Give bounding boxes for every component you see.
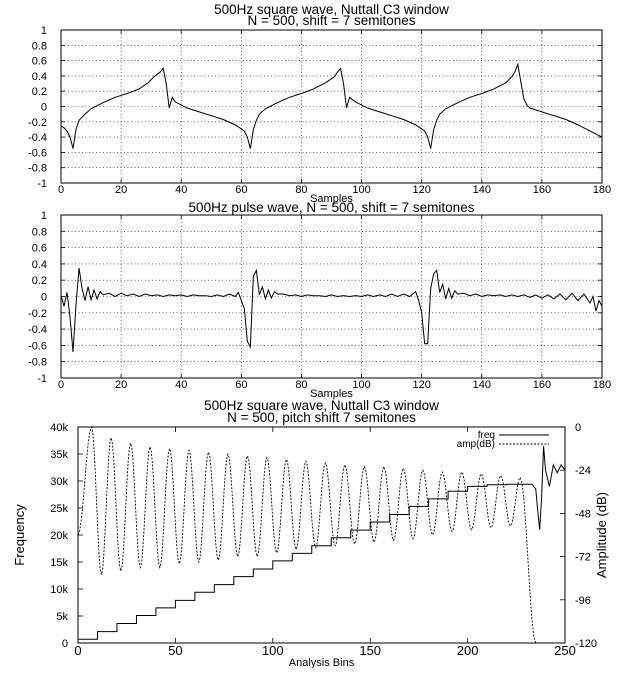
y-tick-label: -0.6 xyxy=(28,340,47,352)
chart-title: 500Hz square wave, Nuttall C3 window xyxy=(214,2,449,17)
y-tick-label: -1 xyxy=(37,373,47,385)
x-tick-label: 40 xyxy=(175,184,187,196)
y2-tick-label: -120 xyxy=(575,638,597,650)
y-tick-label: 35k xyxy=(50,449,68,461)
y-tick-label: 15k xyxy=(50,557,68,569)
x-tick-label: 0 xyxy=(74,643,81,658)
x-tick-label: 40 xyxy=(175,379,187,391)
x-axis-label: Samples xyxy=(310,388,353,400)
x-tick-label: 100 xyxy=(262,643,284,658)
y-tick-label: -0.2 xyxy=(28,308,47,320)
x-tick-label: 160 xyxy=(533,184,551,196)
y-tick-label: 1 xyxy=(41,25,47,37)
x-tick-label: 60 xyxy=(235,184,247,196)
x-tick-label: 20 xyxy=(115,379,127,391)
y2-tick-label: -96 xyxy=(575,595,591,607)
y-tick-label: 0.8 xyxy=(32,226,47,238)
x-axis-label: Samples xyxy=(310,193,353,205)
x-tick-label: 0 xyxy=(58,379,64,391)
y-tick-label: -1 xyxy=(37,178,47,190)
chart-title: N = 500, pitch shift 7 semitones xyxy=(227,410,416,425)
y-axis-label: Frequency xyxy=(12,504,27,566)
y-tick-label: 0.2 xyxy=(32,86,47,98)
y-tick-label: -0.2 xyxy=(28,117,47,129)
y-tick-label: 10k xyxy=(50,584,68,596)
x-tick-label: 100 xyxy=(352,379,370,391)
y-tick-label: 0.4 xyxy=(32,259,47,271)
x-tick-label: 60 xyxy=(235,379,247,391)
y-tick-label: 30k xyxy=(50,476,68,488)
x-tick-label: 160 xyxy=(533,379,551,391)
legend-label-freq: freq xyxy=(478,430,495,441)
x-tick-label: 150 xyxy=(359,643,381,658)
x-tick-label: 120 xyxy=(412,184,430,196)
series-line-wave xyxy=(60,62,603,149)
panel-pulse-wave: 500Hz pulse wave, N = 500, shift = 7 sem… xyxy=(28,200,611,400)
x-tick-label: 0 xyxy=(58,184,64,196)
x-tick-label: 120 xyxy=(412,379,430,391)
x-tick-label: 100 xyxy=(352,184,370,196)
chart-title: N = 500, shift = 7 semitones xyxy=(247,13,415,28)
y2-tick-label: 0 xyxy=(575,422,581,434)
y-tick-label: 0 xyxy=(62,638,68,650)
y-tick-label: 25k xyxy=(50,503,68,515)
y-tick-label: -0.4 xyxy=(28,324,47,336)
y2-tick-label: -24 xyxy=(575,465,591,477)
x-tick-label: 20 xyxy=(115,184,127,196)
x-tick-label: 80 xyxy=(295,184,307,196)
y-tick-label: 0.8 xyxy=(32,40,47,52)
x-tick-label: 200 xyxy=(457,643,479,658)
y-tick-label: 5k xyxy=(56,611,68,623)
x-tick-label: 140 xyxy=(473,184,491,196)
y-tick-label: 0 xyxy=(41,102,47,114)
x-tick-label: 140 xyxy=(473,379,491,391)
y-tick-label: -0.4 xyxy=(28,132,47,144)
y-tick-label: 0.6 xyxy=(32,56,47,68)
y-tick-label: -0.8 xyxy=(28,163,47,175)
y-tick-label: -0.6 xyxy=(28,147,47,159)
y-tick-label: 0.2 xyxy=(32,275,47,287)
chart-title: 500Hz square wave, Nuttall C3 window xyxy=(204,398,439,413)
y-tick-label: 40k xyxy=(50,422,68,434)
x-tick-label: 80 xyxy=(295,379,307,391)
y-tick-label: 1 xyxy=(41,210,47,222)
x-axis-label: Analysis Bins xyxy=(289,657,355,668)
y-tick-label: -0.8 xyxy=(28,357,47,369)
plot-frame xyxy=(77,426,566,644)
legend-label-amp: amp(dB) xyxy=(457,439,495,450)
y-tick-label: 0.6 xyxy=(32,243,47,255)
y-tick-label: 0.4 xyxy=(32,71,47,83)
y2-tick-label: -72 xyxy=(575,552,591,564)
y-tick-label: 0 xyxy=(41,292,47,304)
series-line-amp xyxy=(77,425,537,644)
y-tick-label: 20k xyxy=(50,530,68,542)
x-tick-label: 250 xyxy=(554,643,576,658)
x-tick-label: 180 xyxy=(593,184,611,196)
x-tick-label: 180 xyxy=(593,379,611,391)
x-tick-label: 50 xyxy=(168,643,182,658)
y2-axis-label: Amplitude (dB) xyxy=(594,492,609,578)
y2-tick-label: -48 xyxy=(575,508,591,520)
series-line-wave xyxy=(60,267,603,352)
series-line-freq xyxy=(78,445,566,640)
chart-title: 500Hz pulse wave, N = 500, shift = 7 sem… xyxy=(189,200,475,215)
